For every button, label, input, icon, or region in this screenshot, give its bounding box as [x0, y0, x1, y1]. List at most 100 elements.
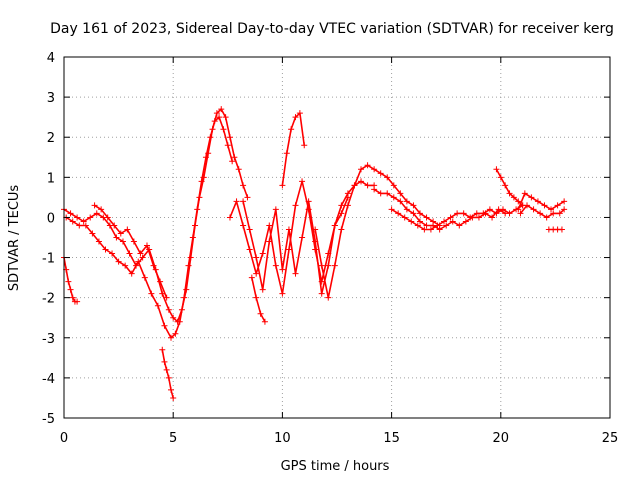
data-point: [388, 206, 395, 213]
data-point: [338, 210, 345, 217]
data-point: [338, 202, 345, 209]
data-point: [548, 206, 555, 213]
data-point: [414, 222, 421, 229]
data-point: [390, 194, 397, 201]
data-point: [384, 174, 391, 181]
data-point: [550, 210, 557, 217]
series-arc-8: [248, 274, 268, 325]
data-point: [65, 278, 72, 285]
data-point: [181, 294, 188, 301]
data-point: [222, 114, 229, 121]
series-arc-6: [226, 178, 378, 297]
data-point: [240, 198, 247, 205]
data-point: [157, 278, 164, 285]
data-point: [510, 194, 517, 201]
data-point: [403, 206, 410, 213]
y-tick-label: 3: [47, 91, 55, 106]
data-point: [475, 214, 482, 221]
data-point: [423, 214, 430, 221]
data-point: [288, 126, 295, 133]
data-point: [543, 214, 550, 221]
series-arc-7: [240, 194, 351, 297]
data-point: [168, 386, 175, 393]
series-line: [251, 276, 266, 323]
data-point: [74, 298, 81, 305]
data-point: [67, 286, 74, 293]
data-point: [259, 286, 266, 293]
data-point: [299, 178, 306, 185]
data-point: [486, 206, 493, 213]
series-line: [314, 164, 441, 299]
series-line: [281, 112, 305, 187]
data-point: [390, 182, 397, 189]
data-point: [226, 134, 233, 141]
data-point: [257, 310, 264, 317]
data-point: [224, 142, 231, 149]
data-point: [266, 238, 273, 245]
data-point: [279, 182, 286, 189]
data-point: [211, 118, 218, 125]
data-point: [410, 202, 417, 209]
data-point: [194, 206, 201, 213]
data-point: [502, 182, 509, 189]
data-point: [76, 222, 83, 229]
series-arc-13: [493, 166, 526, 209]
data-point: [318, 290, 325, 297]
data-point: [266, 222, 273, 229]
data-point: [220, 126, 227, 133]
data-point: [253, 254, 260, 261]
data-point: [165, 306, 172, 313]
data-point: [189, 234, 196, 241]
y-tick-label: 2: [47, 131, 55, 146]
data-point: [351, 182, 358, 189]
data-point: [292, 114, 299, 121]
data-point: [506, 190, 513, 197]
data-point: [427, 226, 434, 233]
data-point: [384, 190, 391, 197]
data-point: [176, 318, 183, 325]
data-point: [416, 218, 423, 225]
data-point: [541, 202, 548, 209]
data-point: [480, 210, 487, 217]
data-point: [436, 226, 443, 233]
data-point: [416, 210, 423, 217]
data-point: [305, 198, 312, 205]
data-point: [244, 194, 251, 201]
data-point: [556, 210, 563, 217]
data-point: [89, 230, 96, 237]
data-point: [489, 214, 496, 221]
y-tick-label: -1: [42, 252, 55, 267]
data-point: [524, 202, 531, 209]
y-tick-label: 0: [47, 211, 55, 226]
data-point: [231, 154, 238, 161]
data-point: [122, 262, 129, 269]
data-point: [285, 246, 292, 253]
data-point: [109, 250, 116, 257]
data-point: [301, 142, 308, 149]
data-point: [371, 186, 378, 193]
x-tick-label: 20: [493, 431, 510, 446]
chart-title: Day 161 of 2023, Sidereal Day-to-day VTE…: [50, 21, 614, 37]
data-point: [135, 258, 142, 265]
data-point: [130, 238, 137, 245]
data-point: [397, 190, 404, 197]
series-line: [517, 192, 565, 211]
y-tick-label: -2: [42, 292, 55, 307]
data-point: [172, 330, 179, 337]
tick-layer: 0 5 10 15 20 25 -5 -4 -3 -2 -1 0 1 2 3 4: [42, 51, 618, 446]
data-point: [325, 262, 332, 269]
data-point: [497, 174, 504, 181]
data-point: [528, 194, 535, 201]
data-point: [213, 110, 220, 117]
data-point: [279, 266, 286, 273]
data-point: [285, 226, 292, 233]
series-arc-16: [545, 226, 565, 233]
data-point: [163, 366, 170, 373]
y-axis-label: SDTVAR / TECUs: [7, 185, 22, 292]
series-arc-2: [63, 114, 236, 341]
data-point: [371, 166, 378, 173]
data-point: [377, 170, 384, 177]
data-point: [74, 214, 81, 221]
data-point: [128, 270, 135, 277]
